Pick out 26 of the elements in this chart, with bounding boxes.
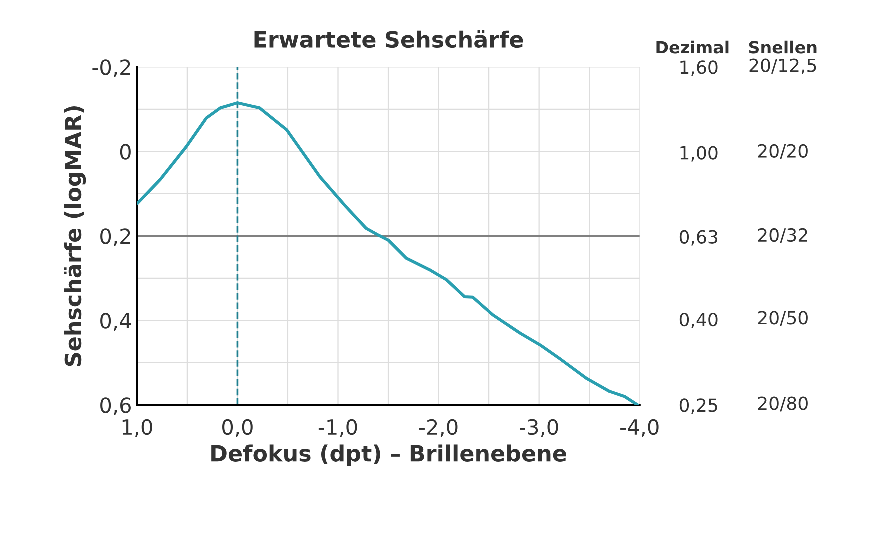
y-tick-label: 0,6 (100, 398, 132, 416)
text: Snellen (749, 40, 817, 54)
y-axis-title: Sehschärfe (logMAR) (64, 106, 86, 366)
x-tick-label: -2,0 (419, 419, 458, 438)
x-tick-label: -1,0 (318, 419, 358, 438)
y2-tick-label: 0,25 (680, 398, 718, 414)
y-tick-label: 0,4 (100, 313, 132, 331)
y-tick-label: -0,2 (92, 60, 130, 78)
text: 20/12,5 (750, 58, 816, 74)
text: 20/50 (758, 311, 808, 326)
y-tick-label: 0 (120, 144, 131, 160)
x-tick-label: 1,0 (122, 419, 152, 438)
text: 20/80 (758, 396, 808, 412)
x-tick-label: 0,0 (222, 419, 253, 438)
y2-tick-label: 1,60 (680, 60, 718, 76)
chart-title: Erwartete Sehschärfe (254, 30, 524, 48)
y2-tick-label: 0,40 (680, 313, 718, 329)
y-tick-label: 0,2 (100, 228, 130, 246)
x-tick-label: -4,0 (620, 419, 659, 438)
y2-tick-label: 1,00 (680, 146, 718, 162)
y2-tick-label: 0,63 (680, 230, 718, 246)
x-axis-title: Defokus (dpt) – Brillenebene (212, 444, 566, 466)
y2-axis-title: Dezimal (656, 40, 729, 54)
text: 20/20 (758, 144, 808, 160)
x-tick-label: -3,0 (520, 419, 558, 438)
text: 20/32 (758, 228, 808, 244)
